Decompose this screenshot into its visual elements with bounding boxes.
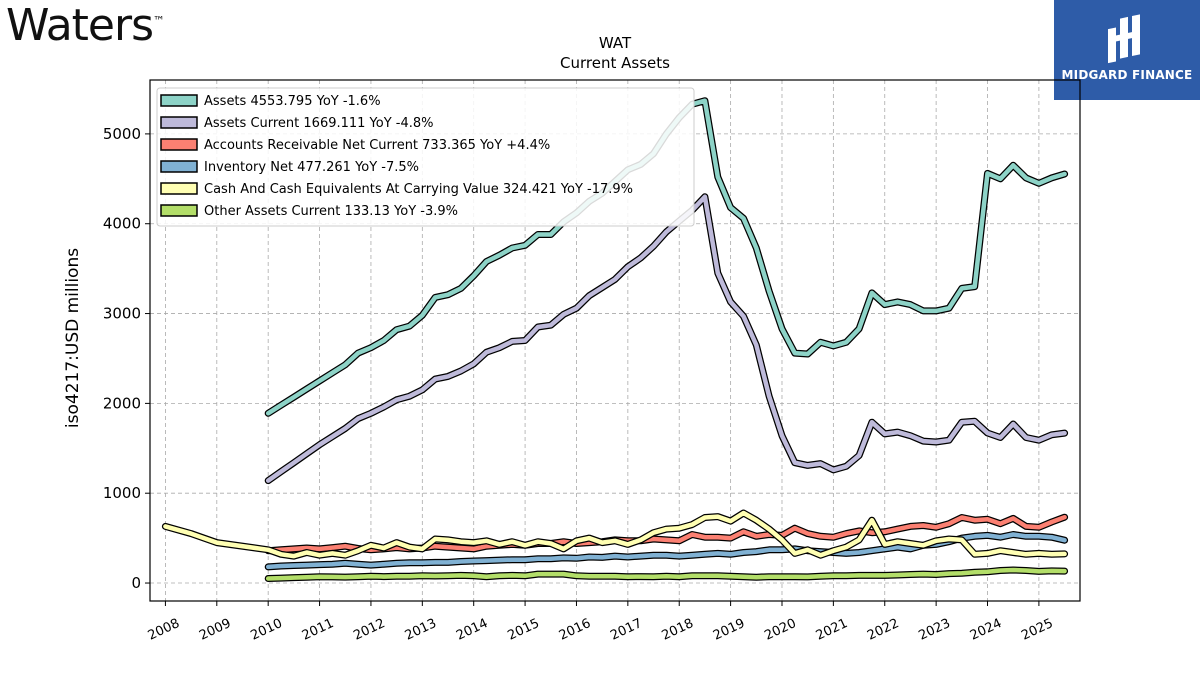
midgard-finance-logo: MIDGARD FINANCE — [1054, 0, 1200, 100]
x-tick-label: 2014 — [454, 616, 490, 644]
x-tick-label: 2015 — [505, 616, 541, 644]
x-tick-label: 2009 — [197, 616, 233, 644]
series-line-4 — [161, 509, 1069, 560]
legend-swatch — [160, 204, 198, 217]
legend-box — [156, 87, 695, 227]
series-line-stroke — [163, 510, 1067, 559]
waters-logo: Waters™ — [6, 0, 165, 51]
waters-logo-tm: ™ — [153, 14, 165, 28]
y-axis-ticks: 0 1000 2000 3000 4000 5000 — [103, 125, 150, 592]
x-tick-label: 2017 — [608, 616, 644, 644]
legend: Assets 4553.795 YoY -1.6% Assets Current … — [156, 87, 695, 227]
x-tick-label: 2008 — [146, 616, 182, 644]
y-tick-label: 0 — [131, 574, 141, 592]
y-tick-label: 1000 — [103, 484, 141, 502]
x-tick-label: 2019 — [711, 616, 747, 644]
x-tick-label: 2025 — [1019, 616, 1055, 644]
y-tick-label: 2000 — [103, 394, 141, 412]
chart-subtitle: Current Assets — [560, 54, 670, 72]
y-tick-label: 5000 — [103, 125, 141, 143]
x-tick-label: 2020 — [762, 616, 798, 644]
legend-swatch — [160, 116, 198, 129]
legend-swatch — [160, 160, 198, 173]
legend-swatch — [160, 182, 198, 195]
x-tick-label: 2010 — [249, 616, 285, 644]
series-line-5 — [264, 566, 1069, 582]
x-tick-label: 2023 — [916, 616, 952, 644]
waters-logo-text: Waters — [6, 0, 154, 51]
x-tick-label: 2011 — [300, 616, 336, 644]
legend-label: Assets Current 1669.111 YoY -4.8% — [204, 116, 434, 131]
series-line-2 — [264, 513, 1069, 555]
series-line-stroke — [265, 514, 1067, 553]
series-line-stroke — [265, 194, 1067, 483]
legend-label: Other Assets Current 133.13 YoY -3.9% — [204, 204, 458, 219]
y-tick-label: 3000 — [103, 305, 141, 323]
midgard-finance-logo-icon — [1108, 14, 1140, 64]
x-tick-label: 2022 — [865, 616, 901, 644]
x-tick-label: 2018 — [660, 616, 696, 644]
x-tick-label: 2012 — [351, 616, 387, 644]
legend-swatch — [160, 94, 198, 107]
x-tick-label: 2024 — [968, 616, 1004, 644]
plot-frame — [149, 79, 1081, 602]
legend-label: Cash And Cash Equivalents At Carrying Va… — [204, 182, 633, 197]
midgard-finance-label: MIDGARD FINANCE — [1061, 68, 1193, 82]
x-tick-label: 2013 — [403, 616, 439, 644]
chart-title: WAT — [599, 34, 632, 52]
y-tick-label: 4000 — [103, 215, 141, 233]
x-axis-ticks: 2008 2009 2010 2011 2012 2013 2014 2015 2016 2017… — [146, 601, 1056, 644]
x-tick-label: 2016 — [557, 616, 593, 644]
legend-label: Inventory Net 477.261 YoY -7.5% — [204, 160, 419, 175]
x-tick-label: 2021 — [814, 616, 850, 644]
legend-label: Accounts Receivable Net Current 733.365 … — [204, 138, 550, 153]
legend-label: Assets 4553.795 YoY -1.6% — [204, 94, 381, 109]
series-line-stroke — [265, 567, 1067, 581]
y-axis-label: iso4217:USD millions — [63, 248, 83, 428]
legend-swatch — [160, 138, 198, 151]
series-line-1 — [264, 193, 1069, 485]
